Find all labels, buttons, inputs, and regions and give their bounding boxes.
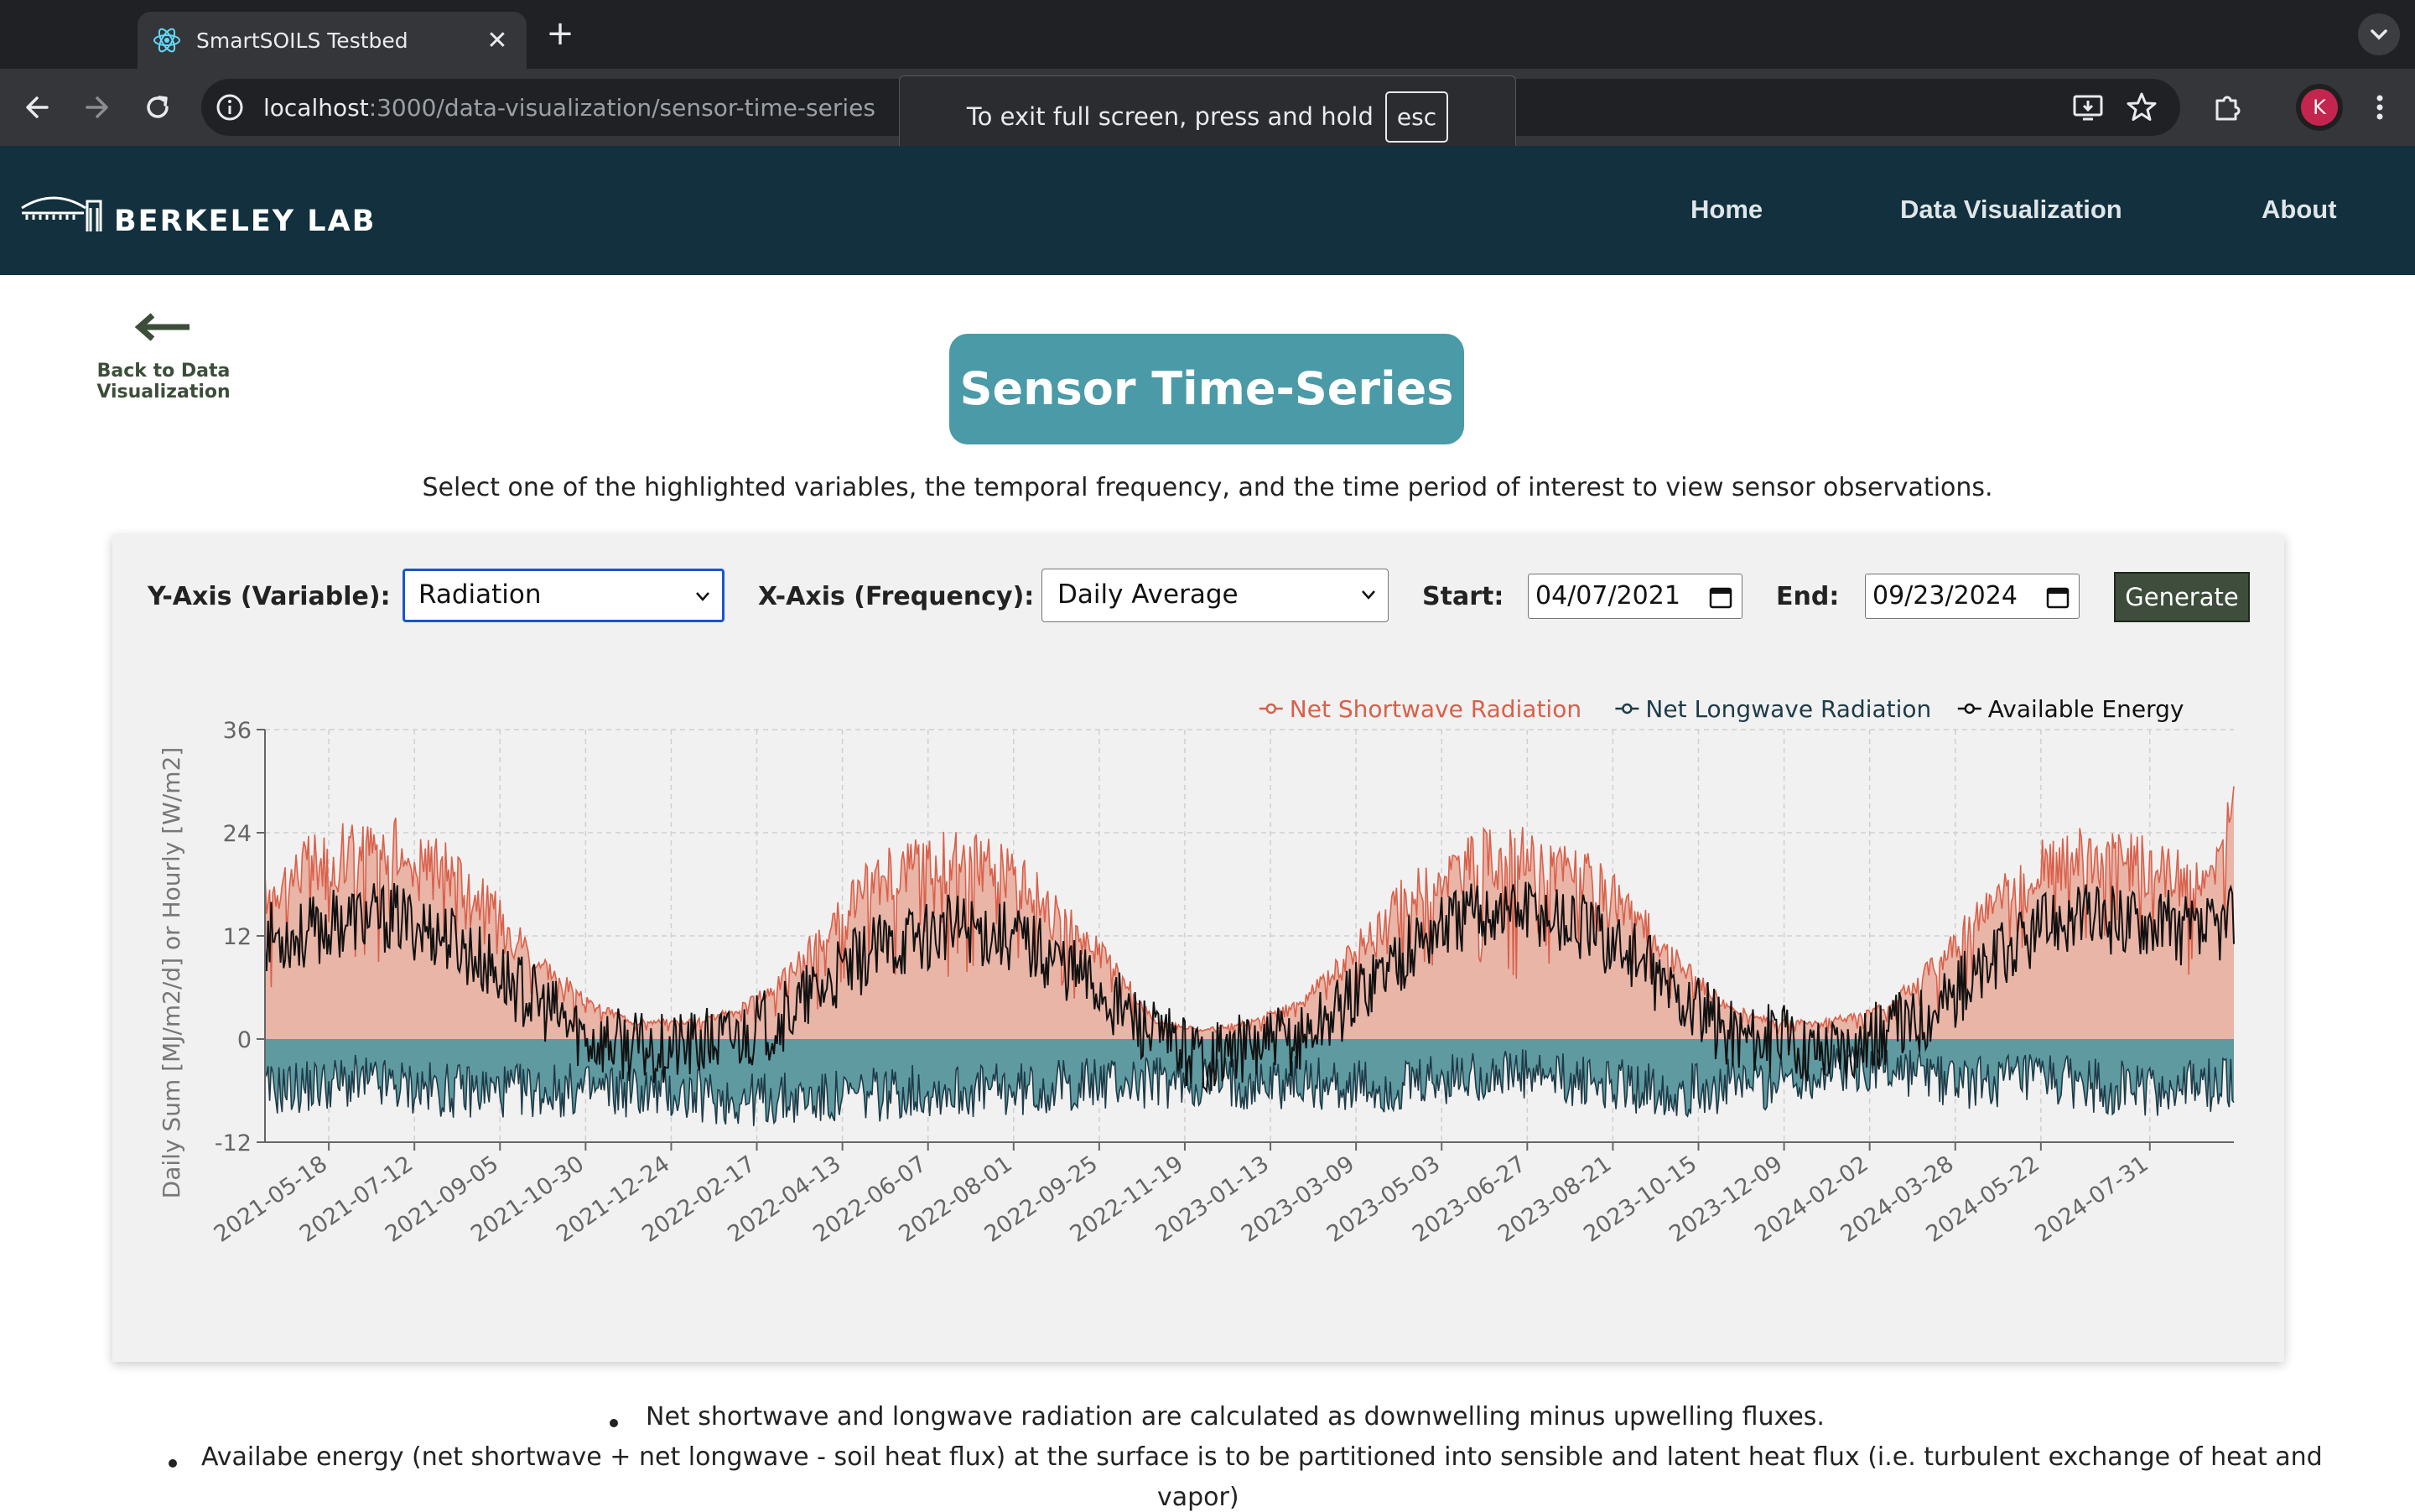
fullscreen-message: To exit full screen, press and hold (966, 102, 1374, 131)
logo-text: BERKELEY LAB (114, 205, 377, 238)
url-host: localhost (263, 94, 369, 122)
back-to-data-visualization-link[interactable]: Back to Data Visualization (34, 312, 293, 403)
end-date-label: End: (1776, 582, 1840, 611)
legend-label: Net Longwave Radiation (1645, 695, 1931, 723)
calendar-icon[interactable] (2045, 585, 2070, 610)
reload-icon[interactable] (138, 87, 178, 127)
y-tick-label: 36 (223, 718, 252, 744)
esc-key-badge: esc (1384, 91, 1449, 143)
chart-legend: Net Shortwave Radiation Net Longwave Radi… (1259, 695, 2184, 723)
tab-search-button[interactable] (2358, 13, 2400, 55)
legend-swatch-dot (1964, 703, 1976, 714)
extensions-icon[interactable] (2207, 87, 2247, 127)
url-path: :3000/data-visualization/sensor-time-ser… (368, 94, 875, 122)
browser-tab[interactable]: SmartSOILS Testbed ✕ (138, 12, 527, 69)
chart-panel: Y-Axis (Variable): Radiation X-Axis (Fre… (112, 535, 2284, 1362)
chart-areas (265, 786, 2234, 1126)
note-available-energy-cont: vapor) (1157, 1483, 1239, 1512)
nav-data-visualization[interactable]: Data Visualization (1900, 195, 2122, 224)
y-tick-label: 24 (223, 821, 252, 847)
page-title: Sensor Time-Series (949, 334, 1464, 444)
calendar-icon[interactable] (1708, 585, 1733, 610)
intro-text: Select one of the highlighted variables,… (422, 473, 1993, 502)
bullet (169, 1459, 177, 1468)
bullet (610, 1419, 618, 1427)
x-axis-selected-value: Daily Average (1057, 579, 1239, 610)
install-app-icon[interactable] (2068, 87, 2108, 127)
back-link-label: Back to Data Visualization (96, 361, 231, 403)
nav-about[interactable]: About (2262, 195, 2337, 224)
radiation-time-series-chart: 3624120-122021-05-182021-07-122021-09-05… (158, 695, 2235, 1248)
new-tab-icon[interactable]: + (546, 14, 574, 53)
forward-icon[interactable] (77, 87, 117, 127)
react-icon (153, 28, 180, 53)
site-info-icon[interactable] (213, 91, 247, 124)
fullscreen-toast: To exit full screen, press and hold esc (899, 75, 1516, 158)
end-date-value: 09/23/2024 (1872, 581, 2018, 611)
chevron-down-icon (2371, 29, 2387, 40)
bookmark-star-icon[interactable] (2122, 87, 2162, 127)
berkeley-lab-building-icon (21, 196, 102, 231)
legend-swatch-dot (1622, 703, 1633, 714)
start-date-value: 04/07/2021 (1535, 581, 1680, 611)
note-available-energy: Availabe energy (net shortwave + net lon… (201, 1442, 2323, 1472)
y-tick-label: -12 (215, 1130, 252, 1156)
berkeley-lab-logo[interactable]: BERKELEY LAB (18, 179, 376, 238)
start-date-label: Start: (1422, 582, 1504, 611)
start-date-input[interactable]: 04/07/2021 (1528, 574, 1742, 619)
y-tick-label: 12 (223, 924, 252, 950)
end-date-input[interactable]: 09/23/2024 (1865, 574, 2080, 619)
nav-home[interactable]: Home (1690, 195, 1763, 224)
note-radiation: Net shortwave and longwave radiation are… (646, 1402, 1825, 1431)
legend-swatch-dot (1265, 703, 1277, 714)
x-axis-label: X-Axis (Frequency): (758, 582, 1035, 611)
browser-tab-strip: SmartSOILS Testbed ✕ + (0, 0, 2415, 69)
y-axis-title: Daily Sum [MJ/m2/d] or Hourly [W/m2] (158, 747, 185, 1199)
site-header: BERKELEY LAB Home Data Visualization Abo… (0, 146, 2415, 275)
generate-button[interactable]: Generate (2114, 572, 2250, 622)
x-tick-label: 2024-07-31 (2030, 1151, 2153, 1247)
net-longwave-area (265, 1039, 2234, 1126)
legend-label: Net Shortwave Radiation (1290, 695, 1581, 723)
net-longwave-line (264, 1044, 2235, 1126)
y-axis-variable-select[interactable]: Radiation (402, 569, 724, 622)
legend-label: Available Energy (1988, 695, 2184, 723)
back-icon[interactable] (17, 87, 57, 127)
y-tick-label: 0 (237, 1027, 252, 1053)
more-menu-icon[interactable] (2360, 87, 2400, 127)
chevron-down-icon (696, 592, 709, 601)
tab-title: SmartSOILS Testbed (196, 28, 408, 53)
profile-button[interactable]: K (2296, 84, 2343, 131)
chart-lines (264, 786, 2235, 1126)
chevron-down-icon (1362, 590, 1375, 600)
y-axis-selected-value: Radiation (418, 579, 542, 610)
arrow-left-icon (134, 313, 190, 341)
x-axis-frequency-select[interactable]: Daily Average (1041, 569, 1389, 622)
close-tab-icon[interactable]: ✕ (486, 25, 508, 55)
url-text: localhost:3000/data-visualization/sensor… (263, 94, 875, 122)
net-shortwave-area (265, 786, 2234, 1039)
avatar: K (2301, 89, 2338, 126)
y-axis-label: Y-Axis (Variable): (148, 582, 391, 611)
available-energy-line (264, 881, 2235, 1094)
